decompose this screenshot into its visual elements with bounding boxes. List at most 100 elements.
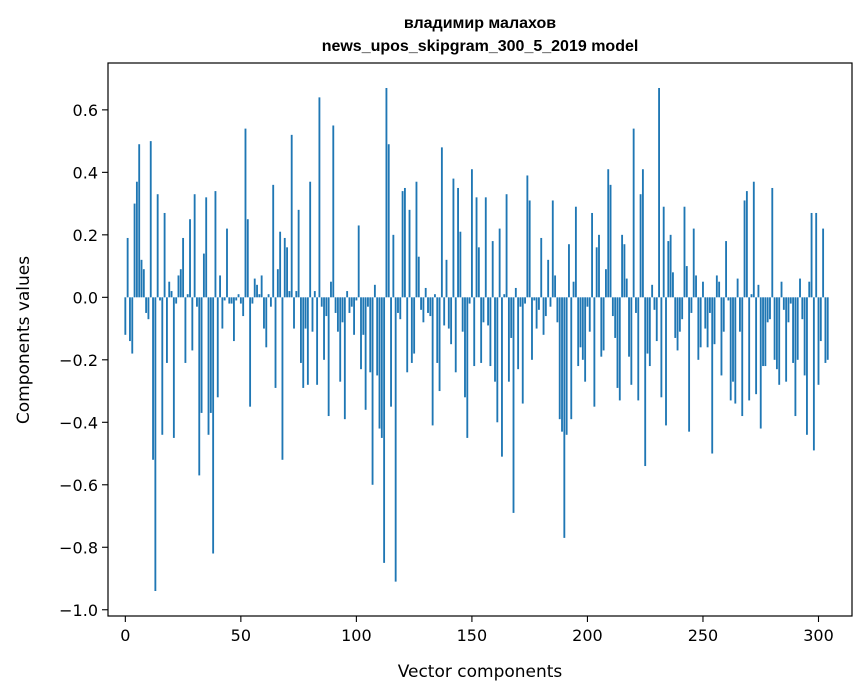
bar-256 <box>715 275 718 298</box>
bar-39 <box>214 191 217 298</box>
bar-270 <box>748 297 751 401</box>
bar-94 <box>341 297 344 323</box>
bar-114 <box>387 144 390 298</box>
bar-107 <box>371 297 374 485</box>
bar-276 <box>762 297 764 367</box>
bar-32 <box>198 297 201 476</box>
bar-180 <box>540 237 543 298</box>
bar-26 <box>184 297 187 363</box>
bar-271 <box>750 294 753 298</box>
plot-area <box>108 63 852 616</box>
bar-35 <box>205 197 208 298</box>
bar-45 <box>228 297 231 304</box>
bar-44 <box>226 228 228 298</box>
bar-250 <box>702 281 704 298</box>
bar-119 <box>399 297 402 320</box>
bar-275 <box>759 297 762 429</box>
bar-138 <box>443 297 446 326</box>
bar-0 <box>124 297 127 335</box>
bar-159 <box>491 241 494 298</box>
bar-278 <box>766 297 769 323</box>
bar-186 <box>554 275 557 298</box>
bar-267 <box>741 297 744 417</box>
bar-244 <box>688 297 691 432</box>
bar-175 <box>528 200 531 298</box>
bar-218 <box>628 297 630 357</box>
bar-124 <box>410 297 413 363</box>
bar-148 <box>466 297 469 438</box>
bar-265 <box>736 278 739 298</box>
bar-232 <box>660 297 663 398</box>
bar-277 <box>764 297 767 367</box>
bar-246 <box>692 228 695 298</box>
bar-230 <box>655 297 658 342</box>
bar-227 <box>648 297 651 367</box>
x-tick-label: 250 <box>688 626 719 645</box>
bar-104 <box>364 297 367 410</box>
bar-40 <box>216 297 219 398</box>
bar-96 <box>346 291 349 298</box>
bar-261 <box>727 297 730 301</box>
bar-57 <box>256 284 258 298</box>
bar-30 <box>193 194 196 298</box>
bar-146 <box>461 297 464 332</box>
bar-101 <box>357 225 360 298</box>
bar-129 <box>422 297 425 323</box>
bar-226 <box>646 297 649 354</box>
bar-252 <box>706 297 709 348</box>
y-tick-label: 0.0 <box>73 288 98 307</box>
bar-131 <box>427 297 429 313</box>
bar-28 <box>189 219 191 298</box>
bar-series <box>124 87 829 591</box>
bar-207 <box>602 297 605 351</box>
bar-295 <box>806 297 808 435</box>
bar-155 <box>482 297 485 323</box>
bar-72 <box>290 134 293 298</box>
bar-178 <box>535 297 538 329</box>
bar-73 <box>293 297 295 329</box>
x-tick-label: 300 <box>803 626 834 645</box>
bar-255 <box>713 297 716 345</box>
bar-224 <box>641 169 644 298</box>
bar-41 <box>219 275 221 298</box>
bar-158 <box>489 297 492 367</box>
bar-182 <box>544 297 547 317</box>
bar-12 <box>152 297 154 460</box>
y-tick-label: −1.0 <box>59 601 98 620</box>
bar-209 <box>607 169 610 298</box>
bar-5 <box>135 181 138 298</box>
bar-121 <box>403 187 406 298</box>
bar-58 <box>258 294 261 298</box>
bar-273 <box>755 297 758 395</box>
bar-38 <box>212 297 215 554</box>
bar-67 <box>279 231 282 298</box>
plot-frame <box>107 62 853 617</box>
bar-197 <box>579 297 582 348</box>
bar-266 <box>739 297 741 332</box>
bar-61 <box>265 297 268 348</box>
x-axis-label: Vector components <box>398 662 563 682</box>
bar-195 <box>574 206 577 298</box>
bar-115 <box>390 297 392 407</box>
bar-88 <box>327 297 330 417</box>
bar-62 <box>267 294 270 298</box>
bar-79 <box>306 297 309 385</box>
bar-24 <box>179 269 182 298</box>
bar-220 <box>632 128 635 298</box>
bar-18 <box>166 297 168 363</box>
bar-167 <box>510 297 513 338</box>
bar-301 <box>819 297 822 342</box>
bar-97 <box>348 297 351 313</box>
bar-122 <box>406 297 409 373</box>
x-axis: 0 50 100 150 200 250 300 <box>120 616 834 645</box>
bar-264 <box>734 297 737 404</box>
bar-243 <box>685 266 688 298</box>
bar-80 <box>309 181 312 298</box>
bar-16 <box>161 297 164 435</box>
bar-284 <box>780 281 783 298</box>
bar-55 <box>251 297 254 304</box>
bar-192 <box>568 244 570 298</box>
bar-282 <box>775 297 778 370</box>
bar-304 <box>826 297 829 360</box>
bar-200 <box>586 297 589 307</box>
